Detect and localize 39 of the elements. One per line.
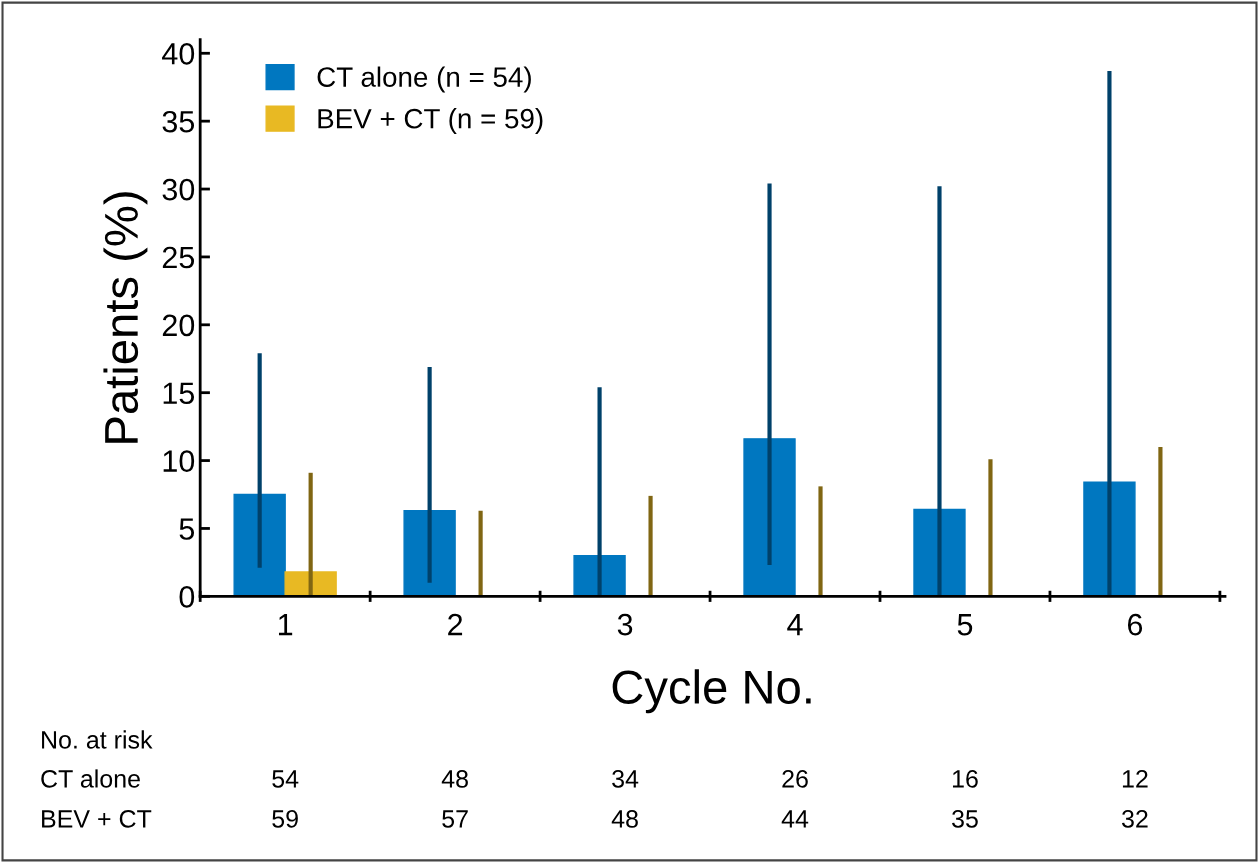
y-tick-label: 20 bbox=[162, 314, 195, 337]
y-tick-label: 25 bbox=[162, 246, 195, 269]
text: 59 bbox=[272, 810, 298, 828]
bar bbox=[913, 508, 966, 597]
text: 48 bbox=[611, 810, 638, 828]
x-tick-label: 4 bbox=[787, 614, 803, 636]
x-tick-label: 2 bbox=[448, 613, 463, 636]
bar bbox=[403, 510, 456, 597]
y-tick-label: 35 bbox=[162, 110, 195, 133]
bar bbox=[743, 438, 796, 597]
text: 48 bbox=[441, 770, 468, 788]
y-tick-label: 15 bbox=[163, 382, 195, 405]
text: No. at risk bbox=[42, 730, 153, 749]
x-tick-label: 3 bbox=[617, 613, 633, 636]
text: 26 bbox=[782, 770, 808, 788]
text: CT alone bbox=[41, 769, 140, 788]
legend-label: BEV + CT (n = 59) bbox=[318, 108, 543, 134]
y-tick-label: 30 bbox=[162, 178, 195, 201]
y-tick-label: 10 bbox=[163, 450, 195, 472]
x-axis-title: Cycle No. bbox=[612, 669, 811, 714]
x-tick-label: 6 bbox=[1127, 613, 1143, 636]
y-tick-label: 40 bbox=[162, 43, 195, 65]
text: 57 bbox=[442, 810, 468, 828]
x-tick-label: 1 bbox=[278, 614, 293, 636]
y-axis-title: Patients (%) bbox=[103, 192, 148, 443]
bar bbox=[233, 493, 286, 597]
bar bbox=[1083, 481, 1136, 597]
y-tick-label: 5 bbox=[179, 518, 195, 540]
text: 35 bbox=[952, 810, 978, 828]
text: 34 bbox=[612, 770, 639, 788]
text: 16 bbox=[952, 770, 978, 788]
text: 44 bbox=[781, 810, 809, 828]
legend-label: CT alone (n = 54) bbox=[317, 66, 531, 93]
text: 12 bbox=[1122, 770, 1148, 788]
text: 32 bbox=[1121, 810, 1148, 828]
x-tick-label: 5 bbox=[957, 614, 973, 636]
text: 54 bbox=[272, 770, 299, 788]
text: BEV + CT bbox=[42, 810, 152, 828]
y-tick-label: 0 bbox=[179, 586, 195, 608]
